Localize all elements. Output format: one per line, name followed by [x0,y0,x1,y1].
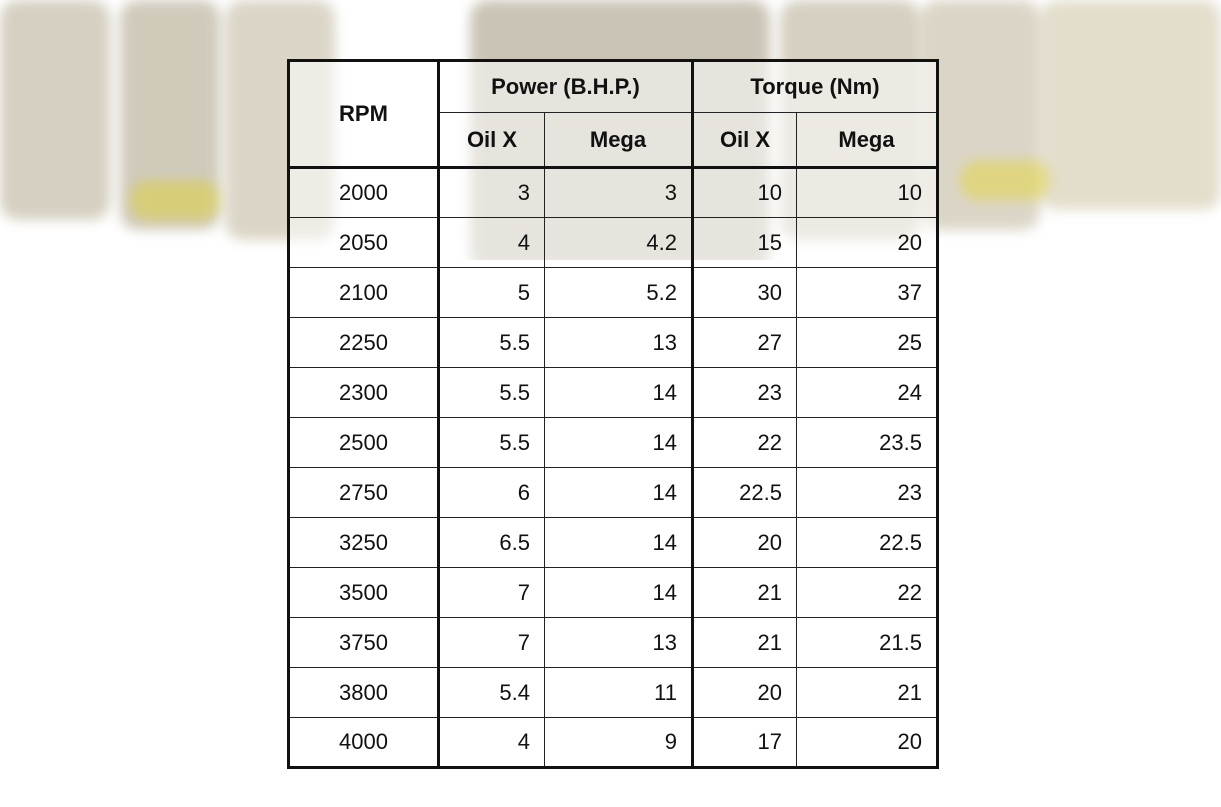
value-cell: 4 [438,717,545,768]
subheader: Mega [544,112,694,169]
rpm-cell: 3500 [288,567,440,618]
rpm-cell: 3250 [288,517,440,568]
value-cell: 23 [692,367,797,418]
table-row: 2100 5 5.2 30 37 [288,267,938,318]
value-cell: 21 [692,567,797,618]
rpm-cell: 3800 [288,667,440,718]
value-cell: 5 [438,267,545,318]
rpm-cell: 2300 [288,367,440,418]
value-cell: 20 [692,517,797,568]
table-row: 2750 6 14 22.5 23 [288,467,938,518]
table-row: 2300 5.5 14 23 24 [288,367,938,418]
value-cell: 15 [692,217,797,268]
table-row: 2000 3 3 10 10 [288,167,938,218]
value-cell: 5.5 [438,367,545,418]
value-cell: 22.5 [692,467,797,518]
header-group: Power (B.H.P.) [438,60,694,113]
value-cell: 27 [692,317,797,368]
value-cell: 22.5 [796,517,938,568]
value-cell: 30 [692,267,797,318]
subheader: Oil X [438,112,545,169]
value-cell: 21 [692,617,797,668]
table-row: 2250 5.5 13 27 25 [288,317,938,368]
table-row: 3750 7 13 21 21.5 [288,617,938,668]
value-cell: 17 [692,717,797,768]
rpm-cell: 2500 [288,417,440,468]
value-cell: 13 [544,617,694,668]
value-cell: 4.2 [544,217,694,268]
value-cell: 21.5 [796,617,938,668]
rpm-cell: 2750 [288,467,440,518]
value-cell: 10 [796,167,938,218]
value-cell: 20 [796,717,938,768]
rpm-cell: 4000 [288,717,440,768]
value-cell: 22 [692,417,797,468]
table-row: 2500 5.5 14 22 23.5 [288,417,938,468]
value-cell: 37 [796,267,938,318]
value-cell: 9 [544,717,694,768]
value-cell: 6.5 [438,517,545,568]
value-cell: 5.4 [438,667,545,718]
value-cell: 20 [692,667,797,718]
value-cell: 11 [544,667,694,718]
value-cell: 20 [796,217,938,268]
value-cell: 7 [438,567,545,618]
value-cell: 4 [438,217,545,268]
value-cell: 14 [544,417,694,468]
header-rpm: RPM [288,60,440,169]
table-row: 2050 4 4.2 15 20 [288,217,938,268]
value-cell: 22 [796,567,938,618]
value-cell: 24 [796,367,938,418]
value-cell: 5.2 [544,267,694,318]
value-cell: 14 [544,567,694,618]
value-cell: 14 [544,517,694,568]
rpm-cell: 2100 [288,267,440,318]
rpm-cell: 2000 [288,167,440,218]
table-row: 3500 7 14 21 22 [288,567,938,618]
value-cell: 3 [544,167,694,218]
value-cell: 14 [544,467,694,518]
rpm-cell: 3750 [288,617,440,668]
table-row: 4000 4 9 17 20 [288,717,938,768]
table-row: 3800 5.4 11 20 21 [288,667,938,718]
subheader: Mega [796,112,938,169]
value-cell: 13 [544,317,694,368]
value-cell: 10 [692,167,797,218]
value-cell: 6 [438,467,545,518]
value-cell: 25 [796,317,938,368]
value-cell: 5.5 [438,317,545,368]
value-cell: 3 [438,167,545,218]
header-group: Torque (Nm) [692,60,938,113]
table-body: 2000 3 3 10 10 2050 4 4.2 15 20 2100 5 5.2 30 37 2250 5.… [288,167,938,768]
value-cell: 23.5 [796,417,938,468]
rpm-cell: 2250 [288,317,440,368]
subheader: Oil X [692,112,797,169]
value-cell: 21 [796,667,938,718]
data-table: RPM Power (B.H.P.) Torque (Nm) Oil X Meg… [287,59,939,769]
value-cell: 7 [438,617,545,668]
table-row: 3250 6.5 14 20 22.5 [288,517,938,568]
value-cell: 23 [796,467,938,518]
rpm-cell: 2050 [288,217,440,268]
value-cell: 14 [544,367,694,418]
value-cell: 5.5 [438,417,545,468]
